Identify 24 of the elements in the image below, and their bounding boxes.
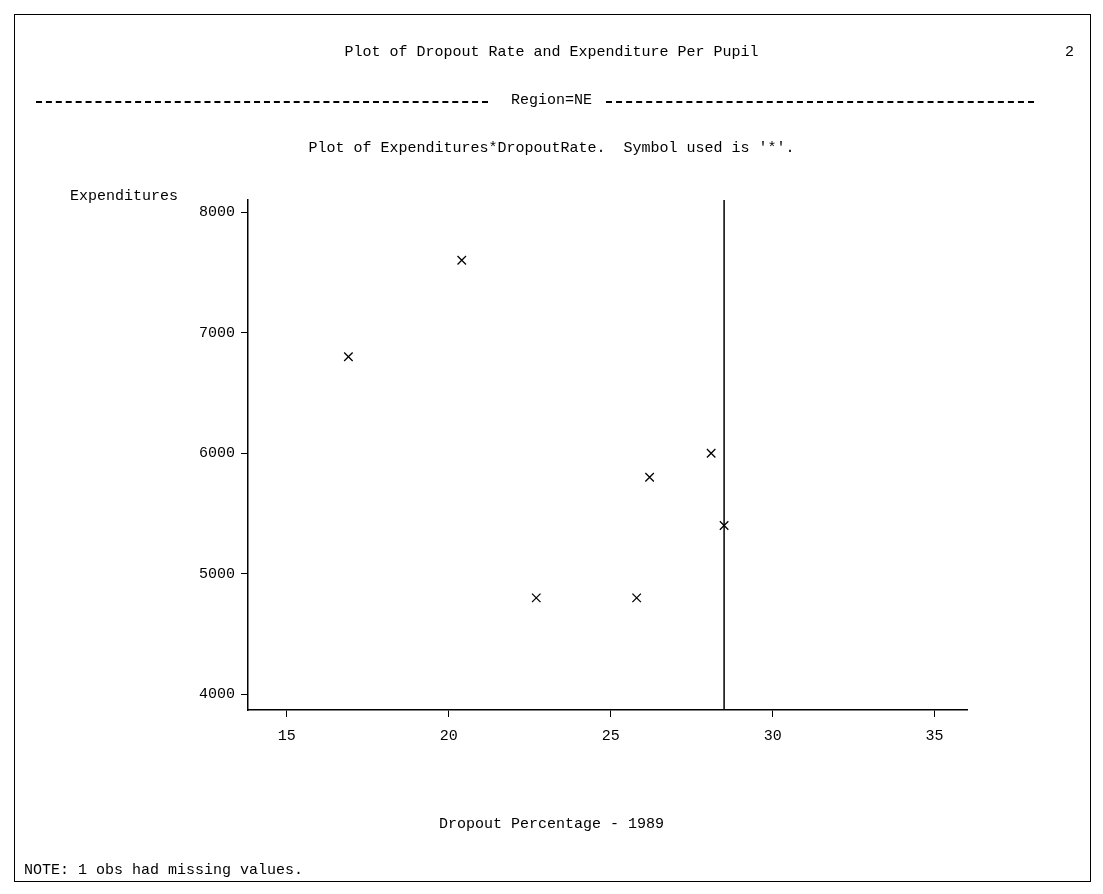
x-tick-label: 20 bbox=[439, 727, 458, 745]
x-tick-label: 15 bbox=[277, 727, 296, 745]
point bbox=[706, 448, 717, 459]
point bbox=[531, 592, 542, 603]
point bbox=[719, 520, 729, 531]
point bbox=[343, 351, 354, 362]
y-tick-label: 6000 bbox=[198, 445, 235, 463]
point bbox=[631, 592, 642, 603]
y-tick-label: 8000 bbox=[198, 204, 235, 222]
point bbox=[644, 472, 655, 483]
y-tick-label: 4000 bbox=[198, 686, 235, 704]
y-tick-label: 7000 bbox=[198, 324, 235, 342]
x-tick-label: 30 bbox=[763, 727, 782, 745]
text: NOTE: 1 obs had missing values. bbox=[24, 862, 304, 879]
text: Plot of Expenditures*DropoutRate. Symbol used is '*'. bbox=[307, 140, 796, 157]
x-tick-label: 35 bbox=[925, 727, 944, 745]
chart-subtitle: Region=NE bbox=[510, 92, 593, 109]
point bbox=[456, 255, 467, 266]
text: 2 bbox=[1065, 44, 1075, 61]
y-axis-title: Expenditures bbox=[70, 188, 179, 205]
x-axis-title: Dropout Percentage - 1989 bbox=[437, 816, 665, 833]
y-tick-label: 5000 bbox=[198, 565, 235, 583]
x-tick-label: 25 bbox=[601, 727, 620, 745]
chart-title: Plot of Dropout Rate and Expenditure Per Pupil bbox=[344, 44, 759, 61]
